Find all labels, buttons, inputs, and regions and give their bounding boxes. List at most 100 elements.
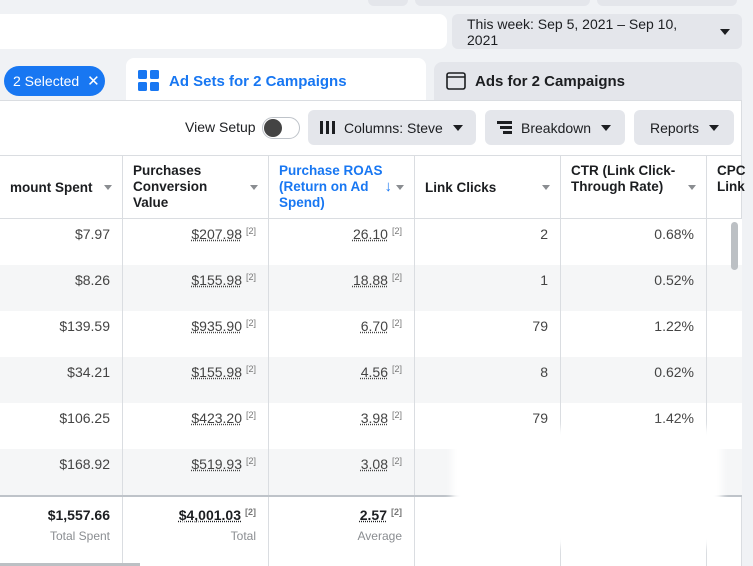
header-divider (0, 218, 742, 219)
table-cell: 0.62% (561, 357, 707, 403)
cell-value: 79 (532, 318, 548, 334)
cell-value[interactable]: 2.57 (359, 507, 387, 523)
table-cell: $423.20 [2] (123, 403, 269, 449)
column-header[interactable]: Purchases Conversion Value (123, 156, 269, 219)
column-header[interactable]: CPC Link (707, 156, 753, 219)
cell-note: [2] (245, 507, 256, 517)
columns-button[interactable]: Columns: Steve (308, 110, 476, 145)
row-bg[interactable] (0, 311, 742, 357)
cell-value: 8 (540, 364, 548, 380)
date-range: This week: Sep 5, 2021 – Sep 10, 2021 (467, 15, 678, 48)
row-bg[interactable] (0, 357, 742, 403)
table-cell: 4.56 [2] (269, 357, 415, 403)
selection-pill[interactable]: 2 Selected ✕ (4, 66, 105, 96)
table-cell (707, 219, 753, 265)
top-button[interactable] (597, 0, 737, 6)
table-cell: $168.92 (0, 449, 123, 495)
cell-value[interactable]: $155.98 (191, 272, 242, 288)
sort-caret[interactable] (104, 185, 112, 190)
table-cell: 0.52% (561, 265, 707, 311)
tab-label: Ad Sets for 2 Campaigns (169, 72, 347, 90)
cell-value[interactable]: 26.10 (352, 226, 388, 242)
cell-note: [2] (391, 456, 402, 466)
cell-value[interactable]: 18.88 (352, 272, 388, 288)
reports-button[interactable]: Reports (634, 110, 734, 145)
row-bg[interactable] (0, 265, 742, 311)
total-label: Average (357, 529, 402, 543)
cell-value[interactable]: $1,557.66 (47, 507, 110, 523)
table-cell: $519.93 [2] (123, 449, 269, 495)
cell-value: $7.97 (74, 226, 110, 242)
caret (452, 124, 463, 131)
columns-label: Columns: Steve (344, 119, 443, 136)
column-header[interactable]: Link Clicks (415, 156, 561, 219)
tab[interactable]: Ads for 2 Campaigns (434, 62, 742, 100)
sort-caret[interactable] (688, 185, 696, 190)
cell-note: [2] (391, 318, 402, 328)
columns-icon (320, 121, 335, 134)
adsets-icon (138, 70, 159, 91)
cell-note: [2] (391, 410, 402, 420)
table-cell: 6.70 [2] (269, 311, 415, 357)
table-cell (707, 265, 753, 311)
totals-divider (0, 495, 742, 497)
row-bg[interactable] (0, 219, 742, 265)
date-picker[interactable]: This week: Sep 5, 2021 – Sep 10, 2021 (452, 14, 742, 49)
top-button[interactable] (368, 0, 408, 6)
cell-value[interactable]: $519.93 (191, 456, 242, 472)
search-input[interactable] (0, 14, 447, 49)
table-cell (707, 311, 753, 357)
cell-value[interactable]: $4,001.03 (178, 507, 241, 523)
cell-note: [2] (245, 364, 256, 374)
table-cell: 3.08 [2] (269, 449, 415, 495)
table-cell: $34.21 (0, 357, 123, 403)
sort-caret[interactable] (396, 185, 404, 190)
table-cell: 79 (415, 311, 561, 357)
table-cell: 1.22% (561, 311, 707, 357)
cell-value[interactable]: $423.20 (191, 410, 242, 426)
tab-label: Ads for 2 Campaigns (475, 72, 626, 90)
cell-value[interactable]: $935.90 (191, 318, 242, 334)
sort-arrow[interactable]: ↓ (384, 178, 393, 195)
cell-value: 0.62% (654, 364, 694, 380)
sort-caret[interactable] (542, 185, 550, 190)
cell-value[interactable]: $155.98 (191, 364, 242, 380)
clear-icon[interactable]: ✕ (87, 73, 100, 90)
table-cell: 8 (415, 357, 561, 403)
cell-value[interactable]: 4.56 (360, 364, 388, 380)
h-scrollbar[interactable] (0, 563, 140, 566)
view-setup-toggle[interactable] (262, 117, 300, 139)
table-cell (707, 357, 753, 403)
table-cell: 18.88 [2] (269, 265, 415, 311)
cell-value[interactable]: 3.08 (360, 456, 388, 472)
table-cell: $8.26 (0, 265, 123, 311)
top-button[interactable] (415, 0, 590, 6)
table-cell: $139.59 (0, 311, 123, 357)
column-header[interactable]: CTR (Link Click-Through Rate) (561, 156, 707, 219)
cell-note: [2] (245, 272, 256, 282)
column-header[interactable]: mount Spent (0, 156, 123, 219)
total-cell: 2.57 [2] Average (269, 497, 415, 566)
cell-note: [2] (245, 456, 256, 466)
caret (720, 28, 730, 35)
tab-active[interactable]: Ad Sets for 2 Campaigns (126, 58, 426, 104)
cell-value: 2 (540, 226, 548, 242)
column-header[interactable]: Purchase ROAS (Return on Ad Spend) ↓ (269, 156, 415, 219)
total-cell: $4,001.03 [2] Total (123, 497, 269, 566)
cell-note: [2] (391, 364, 402, 374)
table-cell: 1.42% (561, 403, 707, 449)
cell-value: 79 (532, 410, 548, 426)
cell-note: [2] (245, 226, 256, 236)
table-cell: 79 (415, 403, 561, 449)
scrollbar[interactable] (731, 222, 738, 270)
breakdown-icon (497, 121, 512, 134)
cell-value[interactable]: 3.98 (360, 410, 388, 426)
sort-caret[interactable] (250, 185, 258, 190)
cell-value: 0.52% (654, 272, 694, 288)
cell-value[interactable]: $207.98 (191, 226, 242, 242)
caret (709, 124, 720, 131)
cell-value: $34.21 (67, 364, 110, 380)
breakdown-button[interactable]: Breakdown (485, 110, 625, 145)
cell-value[interactable]: 6.70 (360, 318, 388, 334)
